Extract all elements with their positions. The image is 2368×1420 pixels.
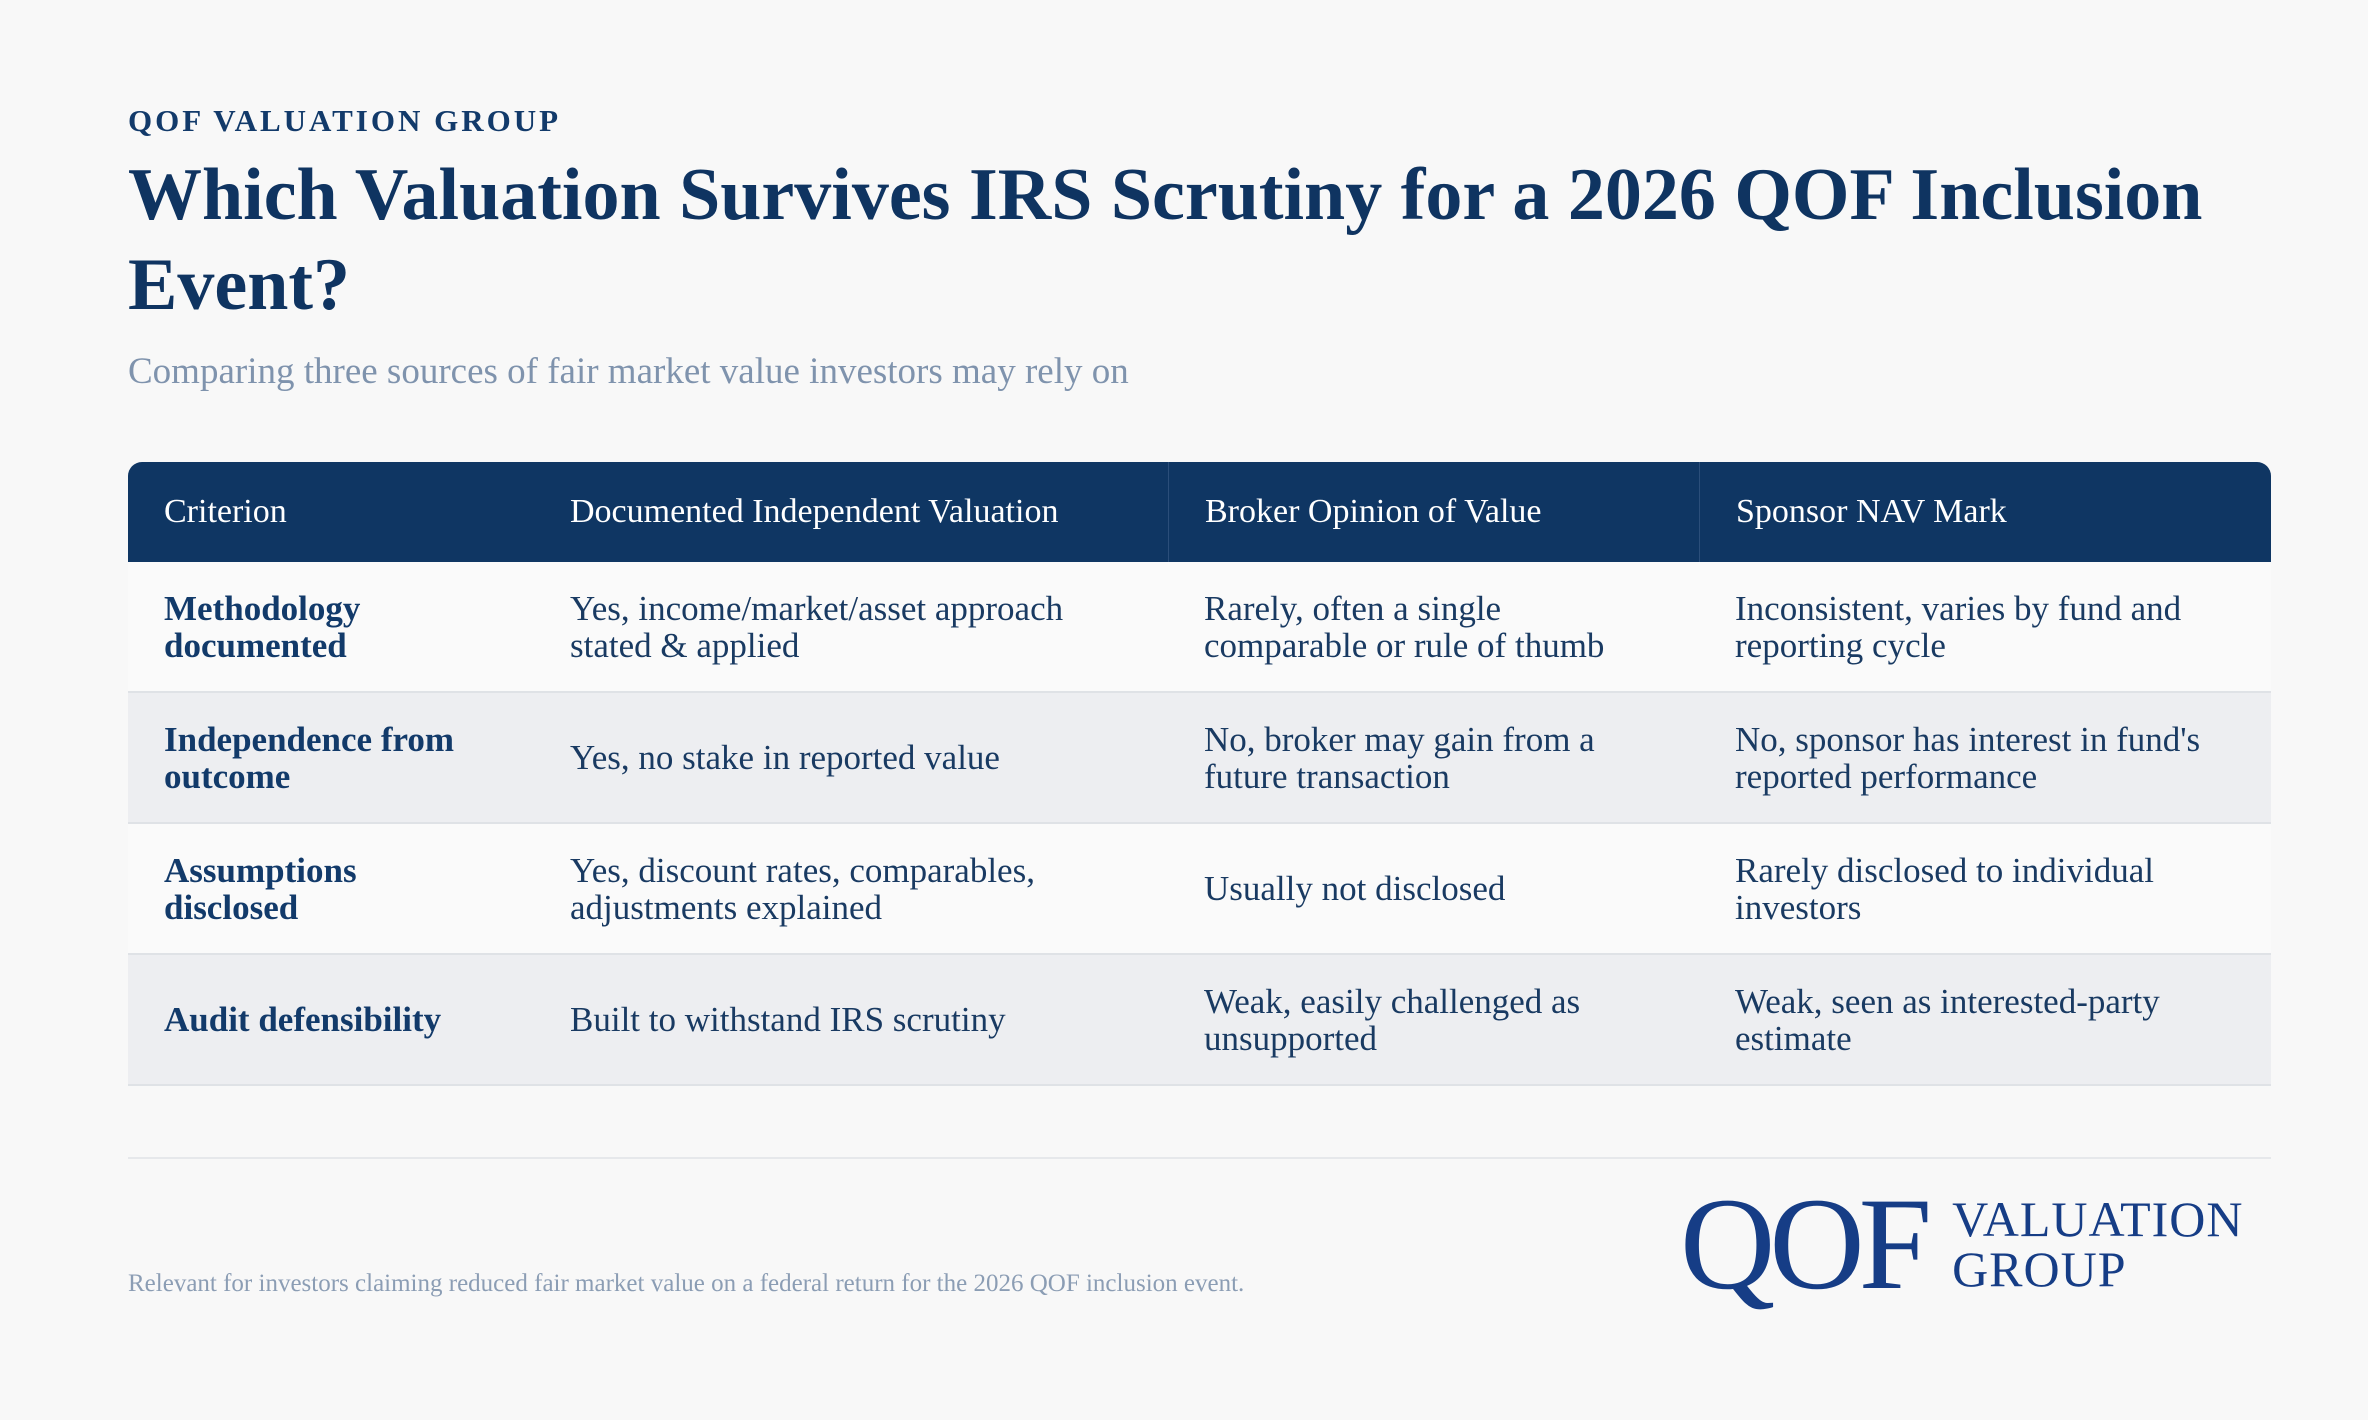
table-header-row: Criterion Documented Independent Valuati… xyxy=(128,462,2271,562)
table-cell: Weak, seen as interested-party estimate xyxy=(1699,955,2271,1086)
page-subtitle: Comparing three sources of fair market v… xyxy=(128,351,1129,392)
comparison-table-container: Criterion Documented Independent Valuati… xyxy=(128,462,2271,1086)
logo-line-2: GROUP xyxy=(1952,1241,2127,1297)
table-cell: Inconsistent, varies by fund and reporti… xyxy=(1699,562,2271,693)
column-header-sponsor-nav: Sponsor NAV Mark xyxy=(1699,462,2271,562)
criterion-cell: Independence from outcome xyxy=(128,693,534,824)
criterion-cell: Audit defensibility xyxy=(128,955,534,1086)
eyebrow-label: QOF VALUATION GROUP xyxy=(128,103,562,138)
column-header-independent-valuation: Documented Independent Valuation xyxy=(534,462,1168,562)
table-cell: Yes, no stake in reported value xyxy=(534,693,1168,824)
table-cell: Built to withstand IRS scrutiny xyxy=(534,955,1168,1086)
logo-wordmark: VALUATION GROUP xyxy=(1952,1194,2243,1294)
logo-mark: QOF xyxy=(1680,1170,1932,1317)
table-cell: Usually not disclosed xyxy=(1168,824,1699,955)
table-cell: Yes, discount rates, comparables, adjust… xyxy=(534,824,1168,955)
table-row: Independence from outcome Yes, no stake … xyxy=(128,693,2271,824)
table-cell: No, sponsor has interest in fund's repor… xyxy=(1699,693,2271,824)
table-cell: No, broker may gain from a future transa… xyxy=(1168,693,1699,824)
criterion-cell: Methodology documented xyxy=(128,562,534,693)
table-cell: Rarely disclosed to individual investors xyxy=(1699,824,2271,955)
column-header-criterion: Criterion xyxy=(128,462,534,562)
page-title: Which Valuation Survives IRS Scrutiny fo… xyxy=(128,154,2203,326)
footer-divider xyxy=(128,1157,2271,1159)
column-header-broker-opinion: Broker Opinion of Value xyxy=(1168,462,1699,562)
table-row: Audit defensibility Built to withstand I… xyxy=(128,955,2271,1086)
footnote: Relevant for investors claiming reduced … xyxy=(128,1270,1245,1297)
logo-line-1: VALUATION xyxy=(1952,1191,2244,1247)
table-cell: Yes, income/market/asset approach stated… xyxy=(534,562,1168,693)
table-cell: Weak, easily challenged as unsupported xyxy=(1168,955,1699,1086)
table-row: Assumptions disclosed Yes, discount rate… xyxy=(128,824,2271,955)
table-cell: Rarely, often a single comparable or rul… xyxy=(1168,562,1699,693)
company-logo: QOF VALUATION GROUP xyxy=(1680,1178,2243,1310)
table-row: Methodology documented Yes, income/marke… xyxy=(128,562,2271,693)
criterion-cell: Assumptions disclosed xyxy=(128,824,534,955)
comparison-table: Criterion Documented Independent Valuati… xyxy=(128,462,2271,1086)
